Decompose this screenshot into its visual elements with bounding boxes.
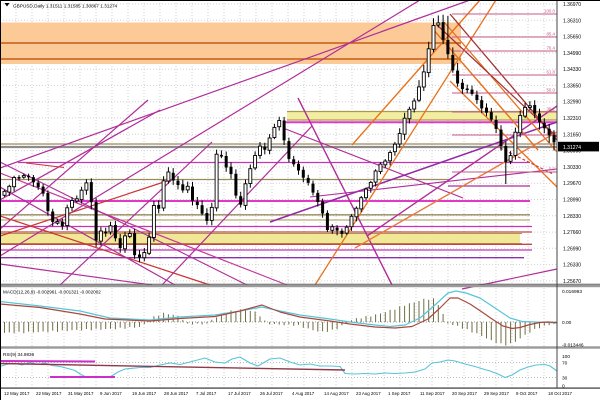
svg-text:1.31274: 1.31274 — [563, 145, 581, 151]
svg-text:7 Jul 2017: 7 Jul 2017 — [196, 391, 217, 396]
svg-text:1.25670: 1.25670 — [563, 279, 581, 285]
svg-text:0.016993: 0.016993 — [562, 289, 582, 295]
svg-text:23 Aug 2017: 23 Aug 2017 — [356, 391, 381, 396]
svg-text:1.26990: 1.26990 — [563, 246, 581, 252]
svg-text:RSI(9) 34.9836: RSI(9) 34.9836 — [3, 352, 35, 357]
svg-text:17 Jul 2017: 17 Jul 2017 — [228, 391, 251, 396]
svg-text:31 May 2017: 31 May 2017 — [68, 391, 94, 396]
svg-text:9 Oct 2017: 9 Oct 2017 — [516, 391, 538, 396]
svg-text:28 Jun 2017: 28 Jun 2017 — [164, 391, 189, 396]
svg-text:4 Aug 2017: 4 Aug 2017 — [292, 391, 315, 396]
svg-text:GBPUSD,Daily 1.31511 1.31585: GBPUSD,Daily 1.31511 1.31585 1.30867 1.3… — [13, 4, 118, 9]
svg-text:1.27660: 1.27660 — [563, 230, 581, 236]
svg-text:1.34330: 1.34330 — [563, 67, 581, 73]
svg-text:29 Sep 2017: 29 Sep 2017 — [484, 391, 509, 396]
svg-text:1.30990: 1.30990 — [563, 149, 581, 155]
svg-text:61.8: 61.8 — [546, 70, 555, 75]
svg-text:MACD(12,26,9) -0.002961 -0.001: MACD(12,26,9) -0.002961 -0.001321 -0.002… — [3, 290, 101, 295]
svg-text:1.26330: 1.26330 — [563, 263, 581, 269]
svg-text:50.0: 50.0 — [546, 88, 555, 93]
svg-text:38.2: 38.2 — [546, 107, 555, 112]
svg-text:0.00: 0.00 — [562, 320, 572, 326]
svg-text:1.31650: 1.31650 — [563, 132, 581, 138]
svg-text:19 Jun 2017: 19 Jun 2017 — [132, 391, 157, 396]
svg-text:18 Oct 2017: 18 Oct 2017 — [548, 391, 572, 396]
svg-text:1.29670: 1.29670 — [563, 181, 581, 187]
svg-text:1.34990: 1.34990 — [563, 51, 581, 57]
svg-text:100.0: 100.0 — [544, 9, 556, 14]
svg-text:1.36310: 1.36310 — [563, 18, 581, 24]
svg-text:76.4: 76.4 — [546, 46, 555, 51]
svg-text:100: 100 — [562, 354, 570, 360]
svg-text:20 Sep 2017: 20 Sep 2017 — [452, 391, 477, 396]
svg-text:9 Jun 2017: 9 Jun 2017 — [100, 391, 122, 396]
svg-text:11 Sep 2017: 11 Sep 2017 — [420, 391, 445, 396]
svg-text:1 Sep 2017: 1 Sep 2017 — [388, 391, 411, 396]
svg-text:26 Jul 2017: 26 Jul 2017 — [260, 391, 283, 396]
svg-text:0: 0 — [562, 384, 565, 390]
svg-text:70: 70 — [562, 361, 568, 367]
svg-text:85.4: 85.4 — [546, 32, 555, 37]
svg-text:23.6: 23.6 — [546, 130, 555, 135]
svg-text:1.36970: 1.36970 — [563, 2, 581, 8]
svg-text:0.0: 0.0 — [549, 167, 556, 172]
svg-text:1.28990: 1.28990 — [563, 198, 581, 204]
svg-text:1.33650: 1.33650 — [563, 83, 581, 89]
svg-text:1.32990: 1.32990 — [563, 100, 581, 106]
svg-text:22 May 2017: 22 May 2017 — [36, 391, 62, 396]
svg-text:1.30330: 1.30330 — [563, 165, 581, 171]
svg-text:1.28330: 1.28330 — [563, 214, 581, 220]
svg-text:12 May 2017: 12 May 2017 — [4, 391, 30, 396]
svg-text:1.35650: 1.35650 — [563, 35, 581, 41]
svg-text:1.32310: 1.32310 — [563, 116, 581, 122]
svg-text:30: 30 — [562, 376, 568, 382]
svg-text:-0.013446: -0.013446 — [562, 343, 584, 349]
svg-text:14 Aug 2017: 14 Aug 2017 — [324, 391, 349, 396]
